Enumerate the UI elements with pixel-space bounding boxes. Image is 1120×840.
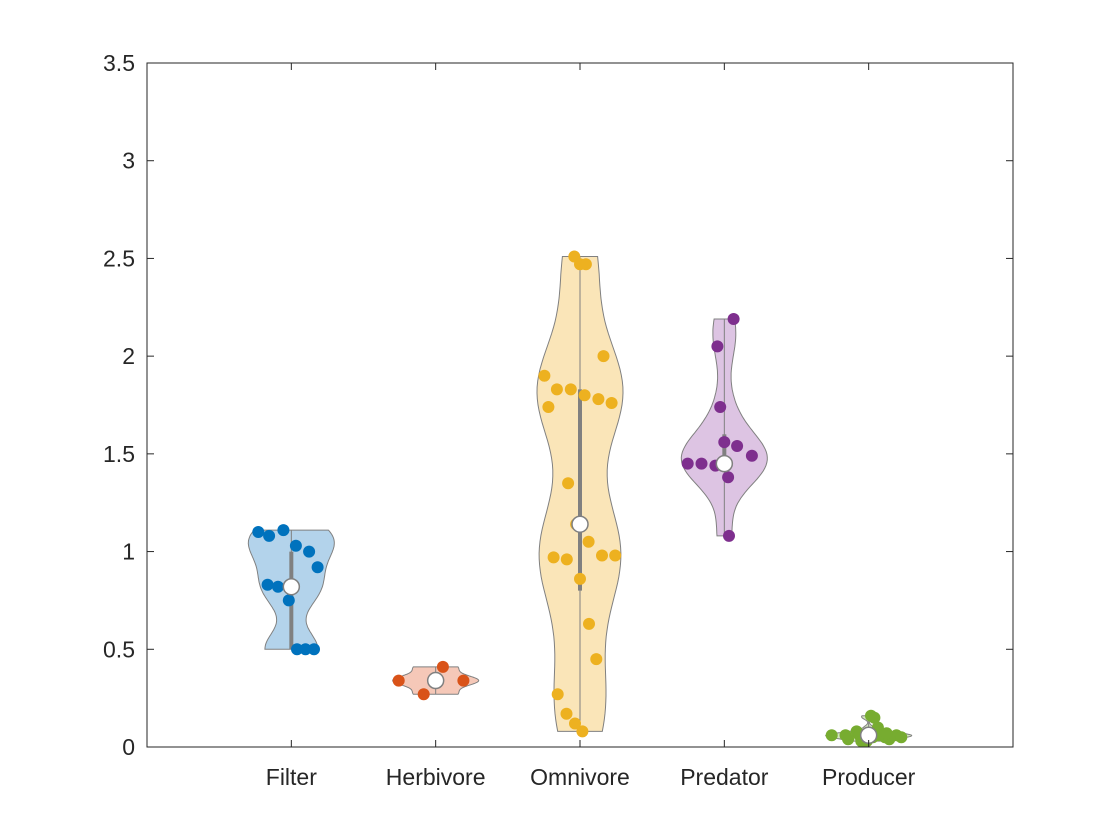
data-point [263, 529, 276, 542]
data-point [560, 553, 573, 566]
y-tick-label: 1 [122, 539, 135, 565]
plot-area [247, 250, 913, 748]
data-point [825, 729, 838, 742]
x-tick-label: Predator [680, 764, 769, 790]
data-point [578, 389, 591, 402]
data-point [597, 350, 610, 363]
data-point [868, 711, 881, 724]
data-point [723, 529, 735, 542]
y-tick-label: 0.5 [103, 636, 135, 662]
data-point [311, 561, 324, 574]
median-marker [282, 577, 301, 596]
data-point [252, 526, 265, 538]
data-point [731, 440, 744, 452]
y-tick-label: 3 [122, 148, 135, 174]
data-point [609, 549, 622, 562]
data-point [547, 551, 560, 564]
data-point [711, 340, 724, 353]
y-tick-label: 1.5 [103, 441, 135, 467]
data-point [605, 397, 618, 409]
y-tick-label: 2 [122, 343, 135, 369]
data-point [745, 449, 758, 462]
axes: 0 0.5 1 1.5 2 2.5 3 3.5 Filter Herbivore Omnivore P… [103, 50, 1014, 790]
x-tick-label: Omnivore [530, 764, 630, 790]
data-point [551, 688, 564, 701]
data-point [457, 674, 470, 687]
data-point [542, 401, 555, 413]
data-point [583, 617, 595, 630]
data-point [299, 643, 312, 656]
data-point [727, 313, 740, 325]
data-point [308, 643, 320, 656]
data-point [895, 731, 908, 744]
data-point [289, 539, 302, 552]
data-point [550, 383, 563, 396]
data-point [592, 393, 605, 406]
data-point [291, 643, 303, 656]
data-point [596, 549, 608, 562]
data-point [538, 369, 551, 382]
data-point [576, 725, 589, 738]
median-marker [426, 671, 445, 690]
y-tick-label: 3.5 [103, 50, 135, 76]
x-tick-label: Filter [266, 764, 317, 790]
data-point [842, 733, 855, 746]
data-point [417, 688, 430, 701]
data-point [579, 258, 592, 271]
x-tick-label: Herbivore [386, 764, 486, 790]
median-marker [571, 515, 589, 533]
data-point [681, 457, 694, 470]
data-point [282, 594, 295, 607]
data-point [277, 524, 290, 537]
x-tick-label: Producer [822, 764, 916, 790]
data-point [722, 471, 735, 484]
data-point [436, 660, 449, 673]
data-point [560, 707, 573, 720]
data-point [582, 535, 595, 548]
data-point [272, 580, 284, 593]
data-point [261, 578, 274, 591]
data-point [718, 436, 731, 449]
y-tick-label: 0 [122, 734, 135, 760]
median-marker [715, 454, 734, 473]
data-point [303, 545, 316, 558]
data-point [880, 727, 893, 740]
data-point [392, 674, 405, 687]
data-point [590, 653, 603, 666]
data-point [569, 717, 581, 730]
data-point [562, 477, 575, 490]
data-point [714, 401, 727, 413]
data-point [574, 572, 586, 585]
data-point [695, 457, 708, 470]
y-tick-label: 2.5 [103, 245, 135, 271]
data-point [564, 383, 577, 396]
